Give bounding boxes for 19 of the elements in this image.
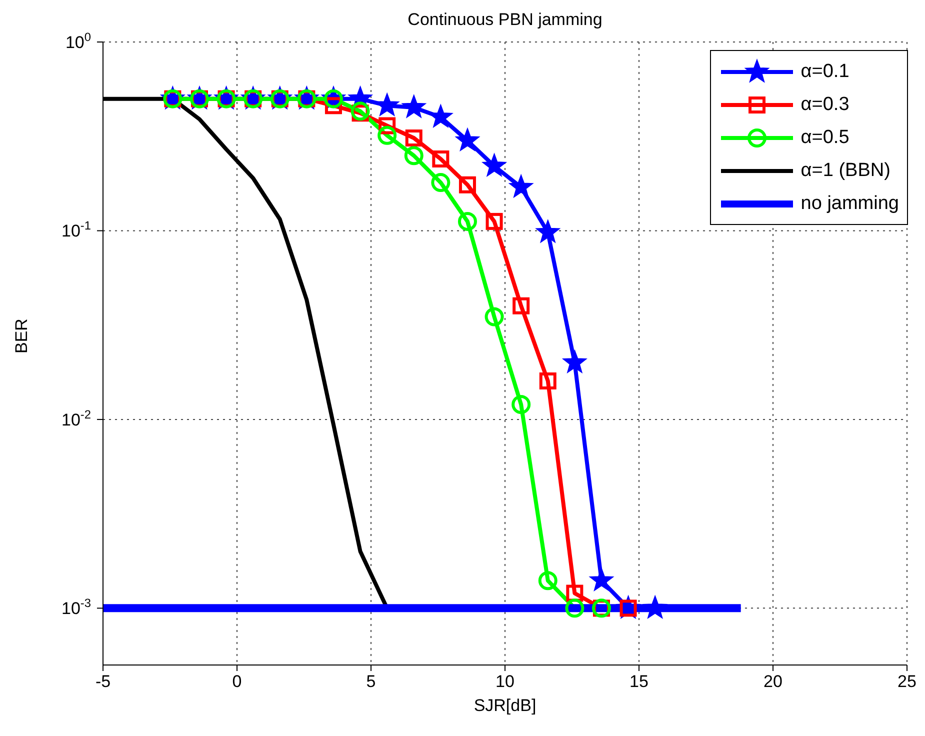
y-tick-label: 10$^{-1}$ — [62, 218, 92, 241]
y-tick-label: 10$^{0}$ — [65, 30, 92, 52]
y-axis-title: BER — [12, 318, 32, 354]
y-tick-label: 10$^{-2}$ — [62, 407, 92, 430]
x-tick-label: 10 — [496, 672, 514, 692]
legend-label: α=1 (BBN) — [800, 160, 890, 182]
legend-label: α=0.3 — [800, 94, 850, 116]
x-tick-label: 0 — [232, 672, 242, 692]
x-axis-title: SJR[dB] — [474, 696, 536, 715]
y-tick-label: 10$^{-3}$ — [62, 596, 92, 618]
x-tick-label: 25 — [898, 672, 916, 692]
x-tick-label: 5 — [366, 672, 376, 692]
x-tick-label: 15 — [630, 672, 648, 692]
x-tick-label: 20 — [764, 672, 782, 692]
chart-title: Continuous PBN jamming — [406, 10, 604, 30]
x-tick-label: -5 — [95, 672, 111, 692]
legend-label: α=0.1 — [800, 60, 850, 82]
legend-label: no jamming — [800, 192, 899, 214]
legend-label: α=0.5 — [800, 126, 850, 148]
